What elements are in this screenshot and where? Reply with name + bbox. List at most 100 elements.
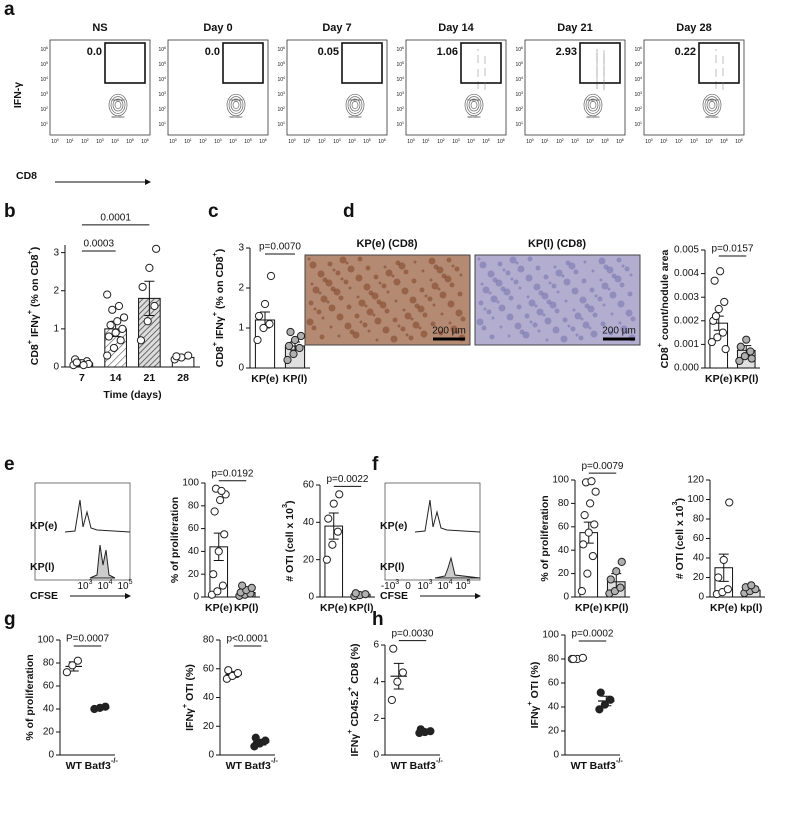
- x-tick-label-part: 2: [324, 138, 326, 142]
- point: [289, 349, 298, 359]
- x-tick-label-part: 10: [184, 139, 190, 145]
- y-tick-label: 6: [373, 640, 379, 651]
- x-tick-label: Batf3-/-: [590, 756, 624, 771]
- contour: [585, 96, 601, 114]
- x-tick-label: 28: [177, 372, 189, 384]
- y-tick-label: 0: [238, 363, 244, 374]
- point: [328, 540, 337, 549]
- cell: [441, 273, 447, 279]
- x-tick-label: 102: [318, 138, 326, 145]
- gate-value: 0.22: [675, 46, 696, 58]
- point: [214, 547, 223, 556]
- event: [603, 82, 605, 84]
- x-tick-label-part: 10: [601, 139, 607, 145]
- x-tick-label-part: 6: [741, 138, 743, 142]
- event: [239, 99, 241, 101]
- x-tick-label: 106: [378, 138, 386, 145]
- event: [479, 116, 481, 118]
- y-tick-label: 0.000: [674, 363, 699, 374]
- y-tick-label: 0: [48, 750, 54, 761]
- point: [217, 486, 226, 496]
- y-tick-label: 106: [40, 46, 48, 53]
- flow-x-label: CD8: [16, 170, 37, 182]
- event: [233, 116, 235, 118]
- x-tick-label-part: 10: [497, 139, 503, 145]
- point: [260, 299, 270, 309]
- cell: [500, 286, 506, 292]
- cell: [526, 295, 530, 299]
- point: [119, 313, 129, 322]
- point: [617, 557, 626, 567]
- point: [577, 587, 586, 596]
- cell: [524, 313, 530, 319]
- y-tick-label-part: 4: [164, 76, 166, 80]
- x-tick-label: 104: [111, 138, 119, 145]
- cell: [446, 257, 452, 263]
- event: [472, 116, 474, 118]
- y-tick-label: 80: [693, 514, 705, 525]
- cell: [603, 264, 609, 270]
- y-tick-label-part: 10: [396, 62, 402, 68]
- cell: [627, 291, 633, 297]
- cell: [347, 265, 355, 273]
- point: [295, 343, 304, 353]
- event: [596, 116, 598, 118]
- gate: [222, 42, 264, 84]
- cell: [325, 279, 333, 287]
- p-value: p=0.0030: [392, 628, 434, 639]
- cell: [620, 325, 628, 333]
- p-value: p=0.0002: [572, 629, 614, 640]
- y-axis-label-part: +: [25, 310, 34, 314]
- y-tick-label-part: 2: [402, 106, 404, 110]
- cell: [318, 291, 322, 295]
- y-axis-label-part: +: [210, 312, 219, 316]
- x-tick-label-part: 4: [592, 138, 594, 142]
- event: [111, 116, 113, 118]
- x-tick-label-part: 5: [467, 579, 471, 586]
- cell: [439, 291, 447, 299]
- cell: [490, 295, 498, 303]
- cell: [548, 281, 552, 285]
- cell: [556, 290, 560, 294]
- cell: [391, 274, 395, 278]
- gate: [104, 42, 146, 84]
- event: [359, 116, 361, 118]
- y-tick-label: 100: [542, 630, 559, 641]
- event: [477, 81, 479, 83]
- cell: [503, 288, 511, 296]
- event: [484, 70, 486, 72]
- event: [596, 87, 598, 89]
- y-axis-label: % of proliferation: [24, 654, 36, 740]
- cell: [487, 270, 495, 278]
- cell: [488, 291, 492, 295]
- y-tick-label: 100: [687, 494, 704, 505]
- event: [591, 99, 593, 101]
- event: [596, 67, 598, 69]
- y-axis-label-part: % of proliferation: [539, 495, 551, 581]
- cell: [330, 286, 336, 292]
- p-value: p=0.0022: [327, 474, 369, 485]
- y-tick-label-part: 10: [396, 107, 402, 113]
- event: [592, 116, 594, 118]
- point: [72, 358, 81, 367]
- event: [116, 116, 118, 118]
- cell: [355, 274, 363, 282]
- event: [603, 66, 605, 68]
- cell: [354, 313, 360, 319]
- y-tick-label-part: 4: [402, 76, 404, 80]
- event: [123, 116, 125, 118]
- x-tick-label: 106: [259, 138, 267, 145]
- point: [590, 520, 599, 529]
- x-tick-label-part: 3: [395, 579, 399, 586]
- y-axis-label: # OTI (cell x 103): [670, 498, 685, 579]
- event: [484, 58, 486, 60]
- y-tick-label-part: 10: [40, 77, 46, 83]
- cell: [306, 318, 314, 326]
- event: [120, 116, 122, 118]
- event: [356, 116, 358, 118]
- y-tick-label: 40: [203, 692, 215, 703]
- y-axis-label-part: 3: [280, 504, 289, 508]
- y-tick-label-part: 2: [283, 106, 285, 110]
- cell: [455, 309, 463, 317]
- cell: [478, 300, 484, 306]
